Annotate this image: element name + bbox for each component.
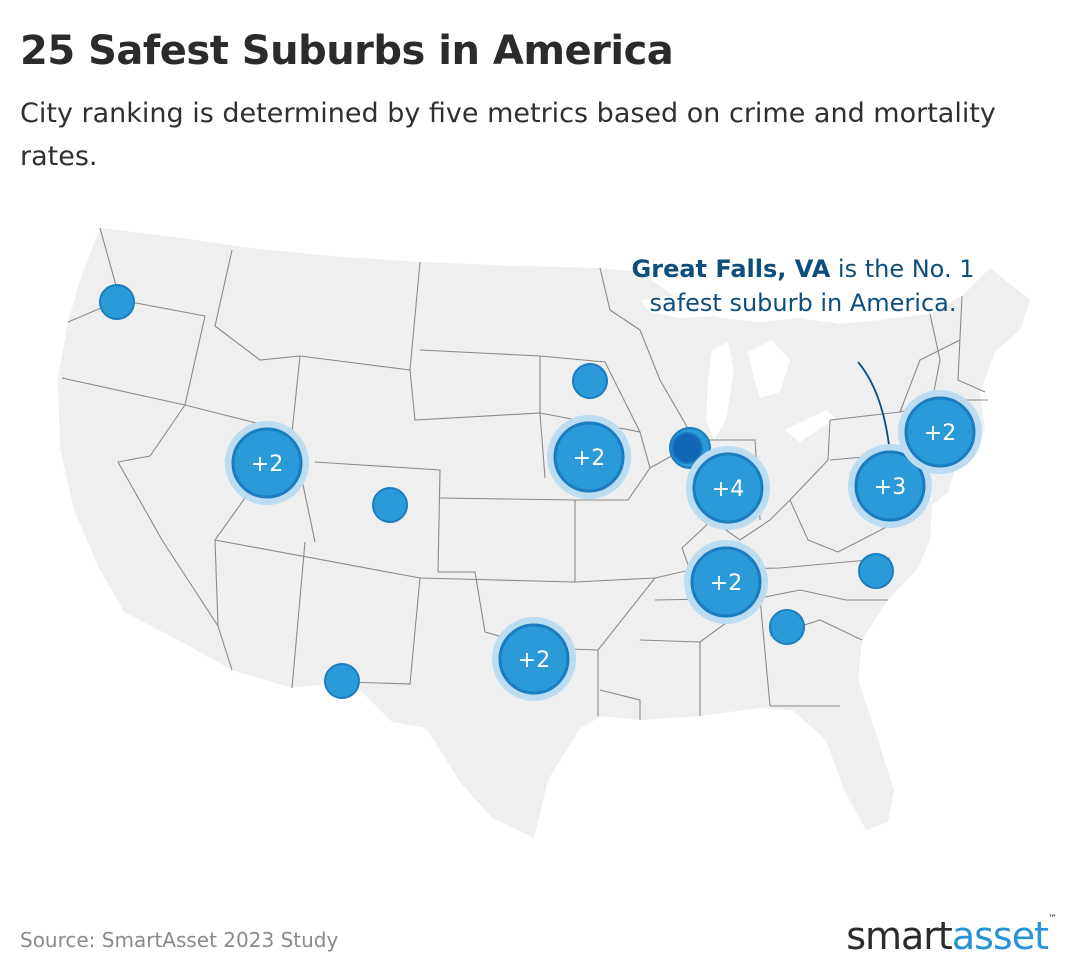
map-subtitle: City ranking is determined by five metri… — [20, 98, 996, 172]
source-note: Source: SmartAsset 2023 Study — [20, 928, 339, 952]
logo-smart: smart — [846, 914, 953, 958]
logo-trademark: ™ — [1048, 914, 1057, 924]
cluster-new-england[interactable]: +2 — [898, 390, 982, 474]
cluster-iowa[interactable]: +2 — [547, 415, 631, 499]
cluster-markers: +2 +2 +4 +3 +2 +2 +2 — [225, 390, 982, 701]
cluster-indiana[interactable]: +4 — [686, 446, 770, 530]
cluster-texas[interactable]: +2 — [492, 617, 576, 701]
marker-el-paso[interactable] — [324, 663, 360, 699]
cluster-label: +2 — [924, 421, 956, 446]
marker-washington[interactable] — [99, 284, 135, 320]
single-markers — [99, 284, 894, 699]
marker-illinois[interactable] — [671, 432, 703, 464]
lake-michigan — [706, 342, 734, 440]
callout-highlight: Great Falls, VA — [631, 255, 831, 283]
cluster-label: +2 — [710, 571, 742, 596]
logo-asset: asset — [951, 914, 1049, 958]
lake-superior — [640, 292, 740, 318]
marker-colorado[interactable] — [372, 487, 408, 523]
marker-georgia[interactable] — [769, 609, 805, 645]
cluster-label: +2 — [251, 452, 283, 477]
marker-north-carolina[interactable] — [858, 553, 894, 589]
cluster-tennessee[interactable]: +2 — [684, 540, 768, 624]
cluster-label: +2 — [518, 648, 550, 673]
cluster-utah[interactable]: +2 — [225, 421, 309, 505]
map-title: 25 Safest Suburbs in America — [20, 28, 674, 74]
us-landmass — [58, 228, 1030, 838]
smartasset-logo[interactable]: smartasset™ — [846, 914, 1057, 958]
cluster-label: +4 — [712, 477, 744, 502]
cluster-label: +3 — [874, 475, 906, 500]
callout-annotation: Great Falls, VA is the No. 1 safest subu… — [628, 252, 978, 320]
cluster-maryland-virginia[interactable]: +3 — [848, 444, 932, 528]
callout-text: is the No. 1 safest suburb in America. — [649, 255, 975, 317]
lake-huron — [748, 340, 790, 398]
marker-minnesota[interactable] — [572, 363, 608, 399]
lake-erie — [784, 410, 836, 442]
cluster-label: +2 — [573, 446, 605, 471]
